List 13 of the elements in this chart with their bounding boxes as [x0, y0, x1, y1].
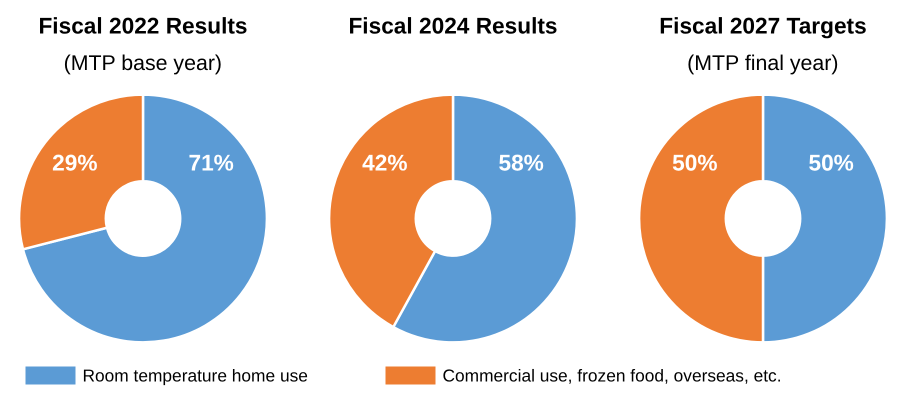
data-label: 29% — [52, 149, 98, 176]
legend-label: Room temperature home use — [82, 366, 308, 386]
chart-subtitle: (MTP final year) — [687, 50, 838, 75]
data-label: 50% — [672, 149, 718, 176]
chart-title: Fiscal 2027 Targets — [659, 12, 867, 38]
legend-label: Commercial use, frozen food, overseas, etc. — [442, 366, 782, 386]
chart-title: Fiscal 2022 Results — [38, 12, 248, 38]
data-label: 58% — [498, 149, 544, 176]
data-label: 42% — [362, 149, 408, 176]
data-label: 71% — [188, 149, 234, 176]
chart-subtitle: (MTP base year) — [64, 50, 222, 75]
data-label: 50% — [808, 149, 854, 176]
chart-title: Fiscal 2024 Results — [348, 12, 558, 38]
